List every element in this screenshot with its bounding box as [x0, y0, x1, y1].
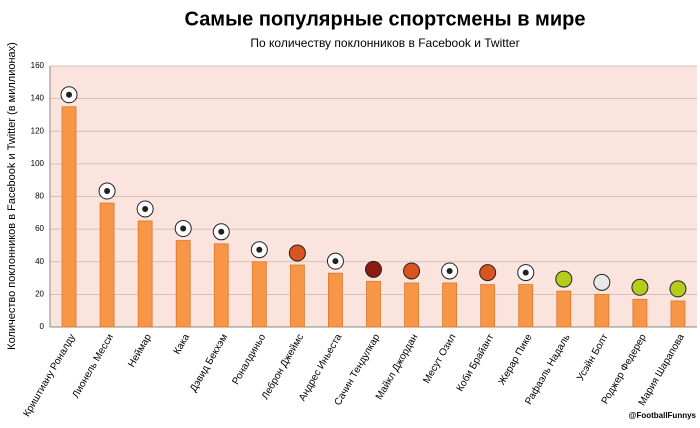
sport-icon-detail [332, 258, 339, 265]
sport-icon-detail [142, 205, 149, 212]
bar [99, 202, 115, 328]
y-tick-label: 160 [31, 61, 45, 70]
y-tick-label: 100 [31, 159, 45, 168]
sport-icon-detail [522, 269, 529, 276]
x-tick-label: Кака [172, 332, 193, 357]
x-tick-label: Месут Озил [421, 332, 458, 385]
y-tick-label: 60 [35, 224, 44, 233]
chart-title: Самые популярные спортсмены в мире [185, 8, 586, 30]
sport-icon [631, 278, 649, 296]
y-tick-label: 40 [35, 257, 44, 266]
x-tick-label: Роналдиньо [230, 332, 268, 387]
bar [61, 106, 77, 328]
watermark: @FootballFunnys [629, 411, 697, 420]
sport-icon-detail [66, 91, 73, 98]
y-tick-label: 0 [40, 322, 45, 331]
bar [251, 261, 267, 328]
y-tick-label: 80 [35, 192, 44, 201]
x-tick-label: Коби Брайант [454, 331, 497, 393]
x-tick-label: Неймар [126, 332, 154, 369]
sport-icon-detail [104, 188, 111, 195]
x-tick-label: Усэйн Болт [575, 332, 611, 383]
x-tick-label: Леброн Джеймс [259, 332, 306, 402]
x-tick-label: Майкл Джордан [374, 332, 421, 402]
bar [518, 284, 534, 328]
bar [137, 220, 153, 328]
x-tick-label: Криштиану Роналду [22, 332, 78, 419]
bar [328, 272, 343, 328]
bar [632, 298, 648, 328]
bar [404, 282, 419, 328]
bar [175, 240, 191, 328]
x-tick-label: Жерар Пике [497, 332, 535, 387]
bar [594, 293, 610, 328]
sport-icon [365, 260, 382, 278]
sport-icon [288, 244, 306, 262]
bar [480, 284, 496, 328]
x-tick-label: Дэвид Бекхэм [188, 332, 230, 394]
sport-icon-detail [180, 225, 187, 232]
bar [670, 300, 686, 328]
bar [556, 290, 572, 328]
sport-icon-detail [218, 228, 225, 235]
y-tick-label: 20 [35, 289, 44, 298]
bar [366, 280, 381, 328]
bar [442, 282, 458, 328]
y-axis-label: Количество поклонников в Facebook и Twit… [6, 42, 18, 350]
y-tick-label: 120 [31, 126, 45, 135]
sport-icon-detail [256, 246, 263, 253]
bar [289, 264, 305, 328]
sport-icon [403, 262, 421, 280]
bar [213, 243, 229, 328]
sport-icon [669, 280, 687, 298]
chart-subtitle: По количеству поклонников в Facebook и T… [250, 36, 519, 50]
y-tick-label: 140 [31, 94, 45, 103]
sport-icon-detail [446, 267, 453, 274]
sport-icon [555, 270, 573, 288]
x-tick-label: Лионель Месси [71, 332, 116, 400]
sport-icon [479, 264, 497, 282]
sport-icon [593, 273, 611, 291]
